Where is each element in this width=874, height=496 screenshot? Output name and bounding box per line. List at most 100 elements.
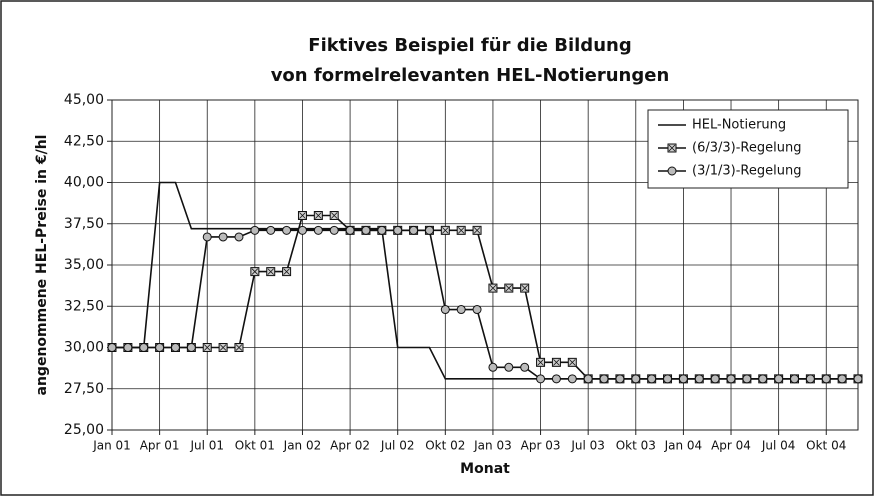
circle-marker	[520, 362, 530, 372]
square-marker	[551, 357, 561, 367]
x-tick-label: Jan 02	[283, 439, 322, 453]
circle-marker	[329, 225, 339, 235]
circle-marker	[282, 225, 292, 235]
circle-marker	[647, 374, 657, 384]
y-tick-label: 37,50	[64, 216, 104, 232]
circle-marker	[504, 362, 514, 372]
circle-marker	[678, 374, 688, 384]
marker-cross	[457, 227, 465, 234]
marker-cross	[315, 212, 322, 219]
circle-marker	[710, 374, 720, 384]
circle-marker	[361, 225, 371, 235]
circle-marker	[488, 362, 498, 372]
square-marker	[536, 357, 546, 367]
marker-cross	[330, 212, 338, 219]
marker-cross	[219, 344, 227, 351]
marker-cross	[505, 284, 513, 292]
marker-cross	[251, 268, 259, 275]
x-tick-label: Jul 03	[570, 439, 605, 453]
x-tick-label: Apr 01	[140, 439, 180, 453]
chart-title: von formelrelevanten HEL-Notierungen	[271, 65, 670, 86]
marker-cross	[553, 359, 560, 366]
x-tick-label: Jan 04	[664, 439, 703, 453]
marker-cross	[537, 359, 544, 366]
square-marker	[504, 283, 514, 293]
circle-marker	[218, 232, 228, 242]
circle-marker	[536, 374, 546, 384]
circle-marker	[266, 225, 276, 235]
circle-marker	[631, 374, 641, 384]
marker-cross	[489, 284, 497, 292]
x-tick-label: Apr 04	[711, 439, 751, 453]
x-tick-label: Okt 04	[806, 439, 846, 453]
x-axis-title: Monat	[460, 461, 510, 477]
y-tick-label: 40,00	[64, 175, 104, 191]
square-marker	[202, 343, 212, 352]
circle-marker	[567, 374, 577, 384]
circle-marker	[615, 374, 625, 384]
marker-cross	[299, 212, 306, 219]
circle-marker	[297, 225, 307, 235]
square-marker	[282, 267, 292, 277]
circle-marker	[837, 374, 847, 384]
x-tick-label: Okt 01	[235, 439, 275, 453]
circle-marker	[107, 343, 117, 352]
y-tick-label: 27,50	[64, 381, 104, 397]
legend-box	[647, 109, 849, 189]
y-tick-label: 42,50	[64, 133, 104, 149]
circle-marker	[551, 374, 561, 384]
circle-marker	[155, 343, 165, 352]
x-tick-label: Okt 02	[425, 439, 465, 453]
marker-cross	[283, 268, 290, 275]
square-marker	[440, 225, 450, 235]
square-marker	[313, 211, 323, 220]
marker-cross	[569, 359, 576, 366]
marker-cross	[267, 268, 275, 275]
circle-marker	[440, 305, 450, 315]
x-tick-label: Jan 01	[92, 439, 131, 453]
square-marker	[456, 225, 466, 235]
circle-marker	[234, 232, 244, 242]
square-marker	[520, 283, 530, 293]
circle-marker	[742, 374, 752, 384]
circle-marker	[377, 225, 387, 235]
chart-title: Fiktives Beispiel für die Bildung	[308, 35, 631, 56]
circle-marker	[694, 374, 704, 384]
legend-label: (6/3/3)-Regelung	[692, 141, 801, 156]
y-tick-label: 32,50	[64, 298, 104, 314]
circle-marker	[805, 374, 815, 384]
square-marker	[218, 343, 228, 352]
x-tick-label: Jul 01	[189, 439, 224, 453]
x-tick-label: Jul 04	[761, 439, 796, 453]
x-tick-label: Apr 02	[330, 439, 370, 453]
square-marker	[567, 357, 577, 367]
y-tick-label: 45,00	[64, 92, 104, 108]
circle-marker	[186, 343, 196, 352]
circle-marker	[409, 225, 419, 235]
circle-marker	[313, 225, 323, 235]
circle-marker	[345, 225, 355, 235]
circle-marker	[472, 305, 482, 315]
circle-marker	[424, 225, 434, 235]
marker-cross	[668, 144, 676, 152]
x-tick-label: Jul 02	[380, 439, 415, 453]
circle-marker	[456, 305, 466, 315]
x-tick-label: Okt 03	[616, 439, 656, 453]
marker-cross	[521, 284, 528, 292]
y-tick-label: 25,00	[64, 422, 104, 438]
circle-marker	[123, 343, 133, 352]
y-tick-label: 35,00	[64, 257, 104, 273]
square-marker	[234, 343, 244, 352]
circle-marker	[821, 374, 831, 384]
circle-marker	[758, 374, 768, 384]
x-tick-label: Jan 03	[473, 439, 512, 453]
marker-cross	[235, 344, 243, 351]
marker-cross	[442, 227, 449, 234]
square-marker	[472, 225, 482, 235]
circle-marker	[599, 374, 609, 384]
y-axis-title: angenommene HEL-Preise in €/hl	[34, 135, 50, 396]
circle-marker	[393, 225, 403, 235]
y-tick-label: 30,00	[64, 340, 104, 356]
square-marker	[329, 211, 339, 220]
